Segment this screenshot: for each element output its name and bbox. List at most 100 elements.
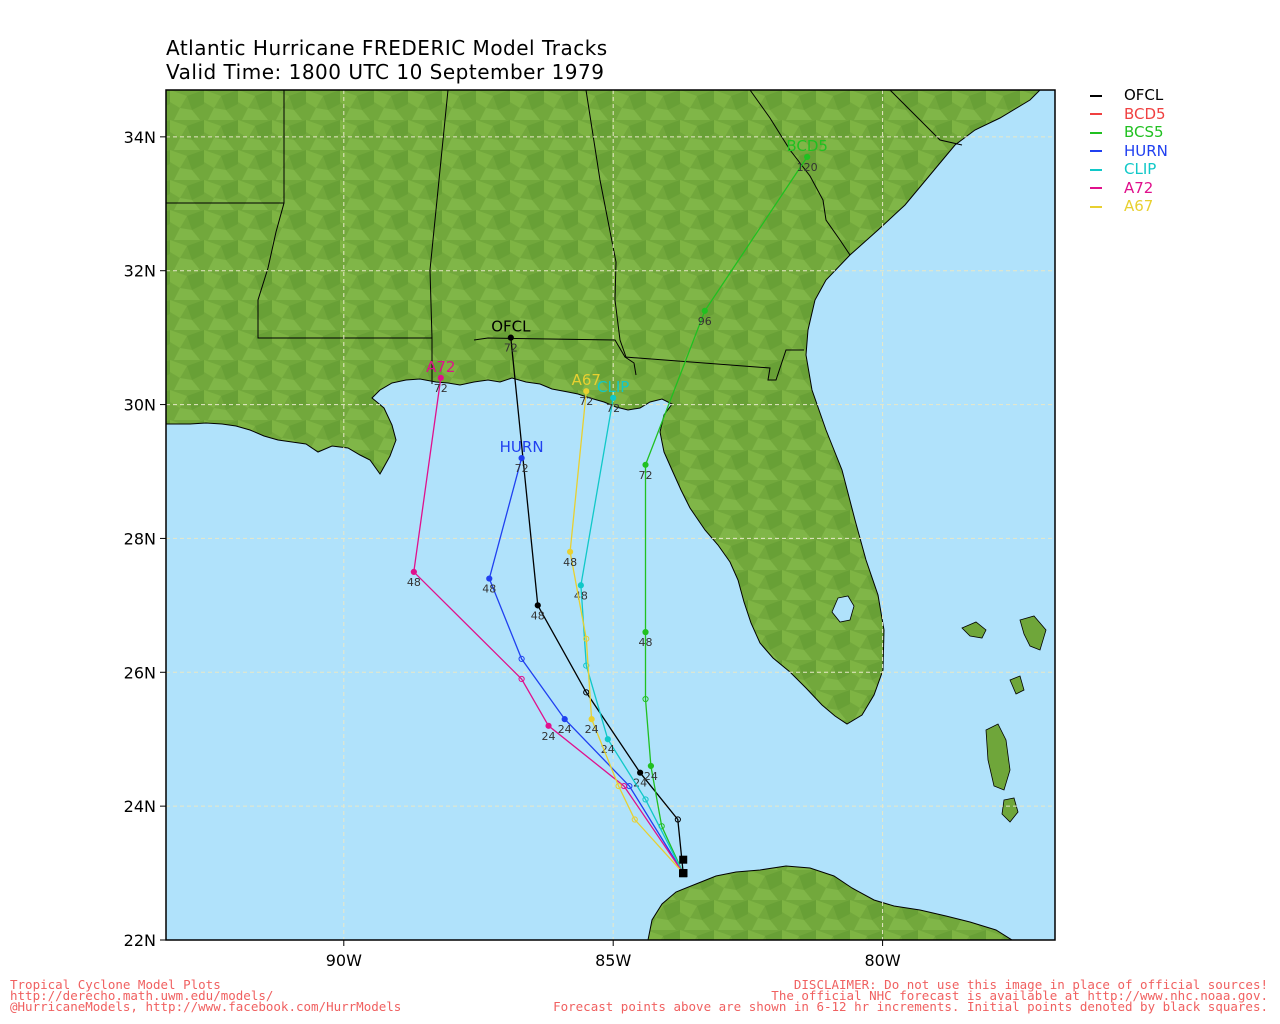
forecast-hour-label: 72 — [434, 382, 448, 395]
forecast-point — [583, 635, 590, 642]
legend-item-bcd5: BCD5 — [1090, 105, 1166, 123]
footer-disclaimer: DISCLAIMER: Do not use this image in pla… — [793, 977, 1268, 992]
track-end-label: OFCL — [491, 318, 531, 336]
map-title: Atlantic Hurricane FREDERIC Model Tracks — [166, 36, 608, 60]
forecast-hour-label: 72 — [579, 395, 593, 408]
track-line — [413, 377, 684, 874]
track-end-label: CLIP — [597, 378, 629, 396]
lon-tick-label: 90W — [326, 951, 362, 970]
forecast-point — [604, 736, 611, 743]
forecast-hour-label: 48 — [531, 609, 545, 622]
forecast-point — [437, 374, 444, 381]
legend-label: BCS5 — [1124, 123, 1164, 141]
forecast-point — [507, 334, 514, 341]
forecast-hour-label: 72 — [504, 342, 518, 355]
track-bcs5: 24 48 72 96 120 BCD5 — [639, 137, 828, 878]
map-axes: 22N 24N 26N 28N 30N 32N 34N 90W 85W 80W — [124, 128, 901, 970]
forecast-hour-label: 24 — [601, 743, 615, 756]
forecast-hour-label: 96 — [698, 315, 712, 328]
legend-swatch — [1090, 187, 1102, 189]
lat-tick-label: 28N — [124, 529, 156, 548]
forecast-point — [518, 675, 525, 683]
forecast-point — [588, 716, 595, 723]
forecast-point — [566, 548, 574, 555]
initial-point — [679, 855, 688, 864]
land-cuba — [647, 865, 1013, 940]
forecast-hour-label: 48 — [563, 556, 577, 569]
forecast-point — [610, 394, 617, 401]
lon-tick-label: 80W — [864, 951, 900, 970]
forecast-hour-label: 120 — [797, 161, 818, 174]
forecast-point — [642, 629, 649, 636]
forecast-point — [642, 461, 649, 468]
initial-point — [679, 869, 688, 878]
lat-tick-label: 24N — [124, 797, 156, 816]
lat-tick-label: 32N — [124, 262, 156, 281]
forecast-point — [561, 716, 568, 723]
legend-label: CLIP — [1124, 160, 1157, 178]
track-line — [488, 457, 684, 874]
lat-tick-label: 34N — [124, 128, 156, 147]
land-us — [166, 90, 1041, 725]
forecast-hour-label: 48 — [574, 589, 588, 602]
lon-tick-label: 85W — [595, 951, 631, 970]
footer-left-line3: @HurricaneModels, http://www.facebook.co… — [10, 999, 402, 1014]
forecast-point — [804, 153, 811, 161]
forecast-hour-label: 24 — [585, 723, 599, 736]
legend-label: BCD5 — [1124, 104, 1166, 123]
forecast-point — [545, 722, 552, 729]
legend-swatch — [1090, 205, 1102, 208]
forecast-point — [534, 602, 541, 609]
forecast-point — [583, 388, 590, 395]
forecast-hour-label: 24 — [558, 723, 572, 736]
track-line — [644, 156, 808, 874]
legend-swatch — [1090, 113, 1102, 115]
legend-swatch — [1090, 150, 1102, 152]
forecast-hour-label: 72 — [606, 402, 620, 415]
forecast-point — [637, 769, 644, 776]
track-line — [510, 337, 684, 874]
track-end-label: BCD5 — [786, 137, 828, 155]
lake-okeechobee — [831, 595, 855, 623]
track-line — [580, 397, 684, 874]
track-ofcl: 24 48 72 OFCL — [491, 318, 688, 878]
forecast-point — [410, 568, 417, 575]
legend-label: HURN — [1124, 141, 1168, 160]
state-borders — [166, 90, 963, 384]
legend-label: A72 — [1124, 178, 1154, 197]
forecast-point — [583, 662, 590, 669]
track-a67: 24 48 72 A67 — [563, 371, 688, 878]
footer-official-forecast: The official NHC forecast is available a… — [771, 988, 1268, 1003]
track-end-label: A72 — [426, 358, 455, 376]
forecast-point — [583, 689, 590, 696]
footer-forecast-note: Forecast points above are shown in 6-12 … — [553, 999, 1268, 1014]
forecast-point — [615, 782, 622, 790]
forecast-point — [631, 816, 638, 823]
legend-item-hurn: HURN — [1090, 142, 1168, 160]
forecast-point — [518, 655, 525, 662]
legend-item-clip: CLIP — [1090, 160, 1156, 178]
map-frame — [165, 89, 1056, 941]
legend-label: OFCL — [1124, 86, 1164, 104]
forecast-hour-label: 24 — [542, 730, 556, 743]
grid-lines — [166, 90, 1055, 940]
forecast-hour-label: 48 — [639, 636, 653, 649]
map-valid-time: Valid Time: 1800 UTC 10 September 1979 — [166, 60, 605, 84]
forecast-hour-label: 48 — [407, 576, 421, 589]
forecast-point — [701, 307, 708, 314]
forecast-point — [577, 582, 584, 589]
forecast-point — [486, 575, 493, 582]
forecast-hour-label: 72 — [639, 469, 653, 482]
track-end-label: HURN — [500, 438, 544, 456]
lat-tick-label: 26N — [124, 663, 156, 682]
legend-item-ofcl: OFCL — [1090, 86, 1163, 104]
forecast-point — [647, 762, 655, 770]
track-a72: 24 48 72 A72 — [407, 358, 688, 878]
lat-tick-label: 30N — [124, 396, 156, 415]
track-end-label: A67 — [572, 371, 601, 389]
legend-item-a72: A72 — [1090, 179, 1153, 197]
forecast-point — [518, 455, 525, 462]
model-tracks: 24 48 72 OFCL 24 48 72 96 120 BCD5 24 48 72 HURN 24 48 7… — [407, 137, 828, 878]
lat-tick-label: 22N — [124, 931, 156, 950]
